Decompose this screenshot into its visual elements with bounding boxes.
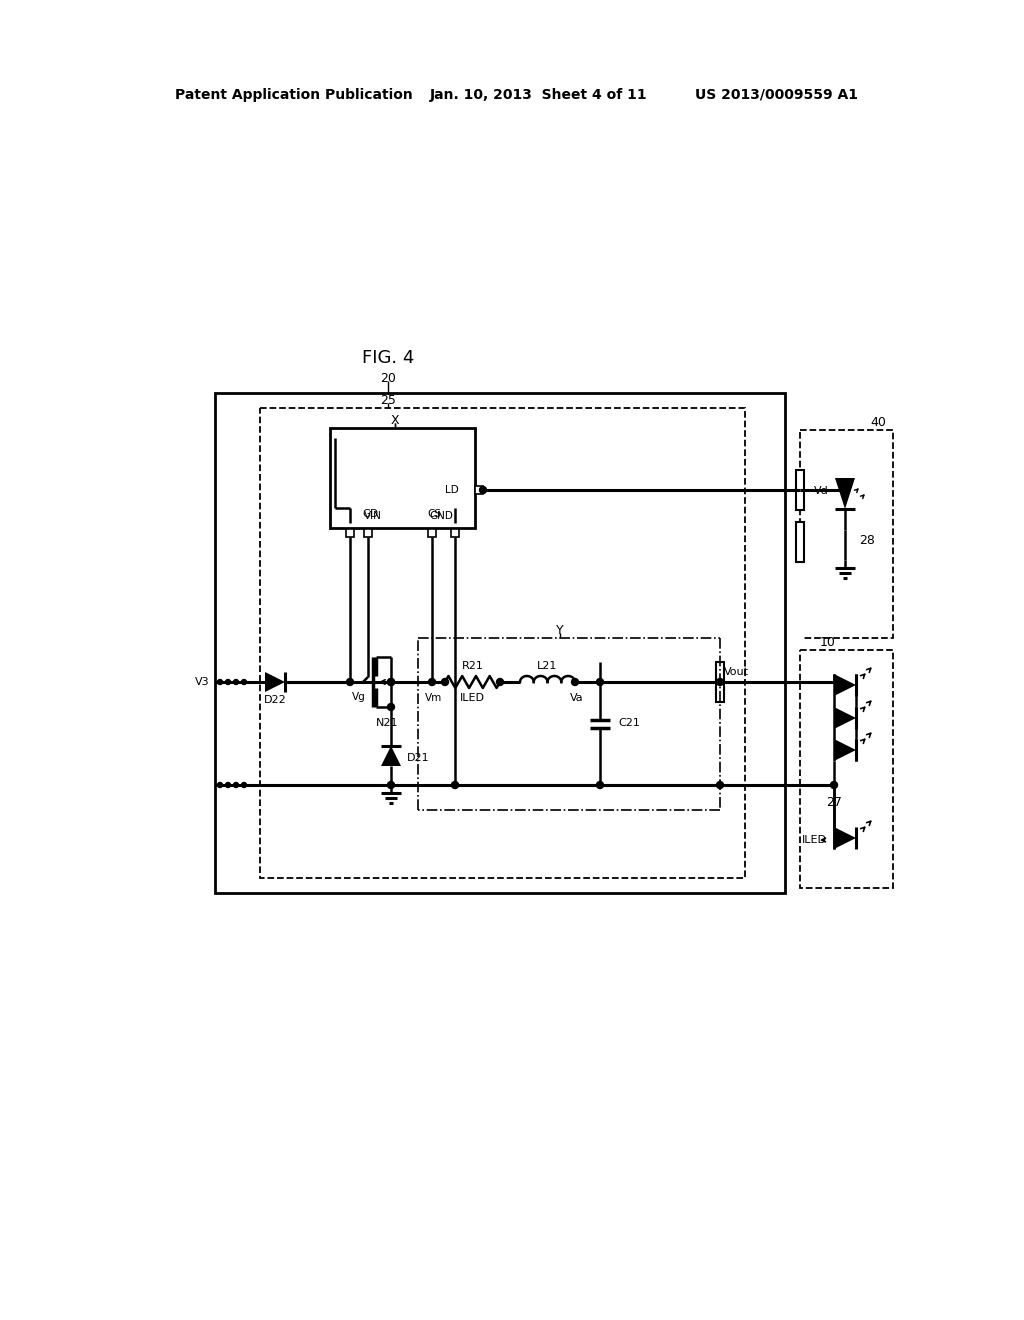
Text: X: X (391, 413, 399, 426)
Circle shape (441, 678, 449, 685)
Bar (716, 663, 724, 702)
Text: LD: LD (445, 484, 459, 495)
Text: Patent Application Publication: Patent Application Publication (175, 88, 413, 102)
Circle shape (428, 678, 435, 685)
Circle shape (479, 487, 486, 494)
Text: 10: 10 (820, 635, 836, 648)
Circle shape (387, 781, 394, 788)
Text: ILED: ILED (802, 836, 827, 845)
Circle shape (597, 781, 603, 788)
Polygon shape (835, 478, 855, 510)
Text: GND: GND (429, 511, 453, 521)
Bar (796, 521, 804, 562)
Text: ILED: ILED (460, 693, 485, 704)
Text: 20: 20 (380, 371, 396, 384)
Circle shape (571, 678, 579, 685)
Circle shape (830, 781, 838, 788)
Text: 25: 25 (380, 393, 396, 407)
Text: N21: N21 (376, 718, 398, 729)
Bar (475, 486, 483, 494)
Circle shape (497, 678, 504, 685)
Polygon shape (381, 746, 401, 766)
Bar (346, 529, 354, 537)
Circle shape (452, 781, 459, 788)
Text: CS: CS (427, 510, 441, 519)
Circle shape (217, 680, 222, 685)
Circle shape (233, 680, 239, 685)
Circle shape (387, 678, 394, 685)
Bar (796, 525, 804, 642)
Circle shape (387, 704, 394, 710)
Bar (260, 408, 745, 878)
Circle shape (346, 678, 353, 685)
Bar (428, 529, 436, 537)
Text: VIN: VIN (364, 511, 382, 521)
Text: Y: Y (556, 623, 564, 636)
Text: Vout: Vout (724, 667, 749, 677)
Text: FIG. 4: FIG. 4 (361, 348, 414, 367)
Polygon shape (834, 708, 856, 729)
Circle shape (387, 678, 394, 685)
Text: 27: 27 (826, 796, 842, 809)
Text: Vd: Vd (814, 486, 829, 496)
Text: Va: Va (570, 693, 584, 704)
Bar (800, 430, 893, 638)
Text: 40: 40 (870, 416, 886, 429)
Bar (330, 428, 475, 528)
Bar (451, 529, 459, 537)
Bar (364, 529, 372, 537)
Circle shape (225, 783, 230, 788)
Circle shape (717, 781, 724, 788)
Circle shape (242, 783, 247, 788)
Bar (215, 393, 785, 894)
Text: L21: L21 (538, 661, 558, 671)
Text: 28: 28 (859, 533, 874, 546)
Circle shape (225, 680, 230, 685)
Circle shape (842, 487, 849, 494)
Text: Vm: Vm (425, 693, 442, 704)
Bar (796, 470, 804, 510)
Text: US 2013/0009559 A1: US 2013/0009559 A1 (695, 88, 858, 102)
Polygon shape (834, 675, 856, 696)
Polygon shape (265, 672, 285, 692)
Circle shape (242, 680, 247, 685)
Text: D22: D22 (263, 696, 287, 705)
Polygon shape (834, 828, 856, 849)
Polygon shape (834, 739, 856, 762)
Text: D21: D21 (407, 752, 430, 763)
Circle shape (217, 783, 222, 788)
Text: Jan. 10, 2013  Sheet 4 of 11: Jan. 10, 2013 Sheet 4 of 11 (430, 88, 647, 102)
Text: V3: V3 (196, 677, 210, 686)
Text: Vg: Vg (352, 692, 366, 702)
Circle shape (717, 678, 724, 685)
Bar (800, 649, 893, 888)
Text: GD: GD (361, 510, 378, 519)
Text: C21: C21 (618, 718, 640, 729)
Circle shape (597, 678, 603, 685)
Circle shape (233, 783, 239, 788)
Text: R21: R21 (462, 661, 483, 671)
